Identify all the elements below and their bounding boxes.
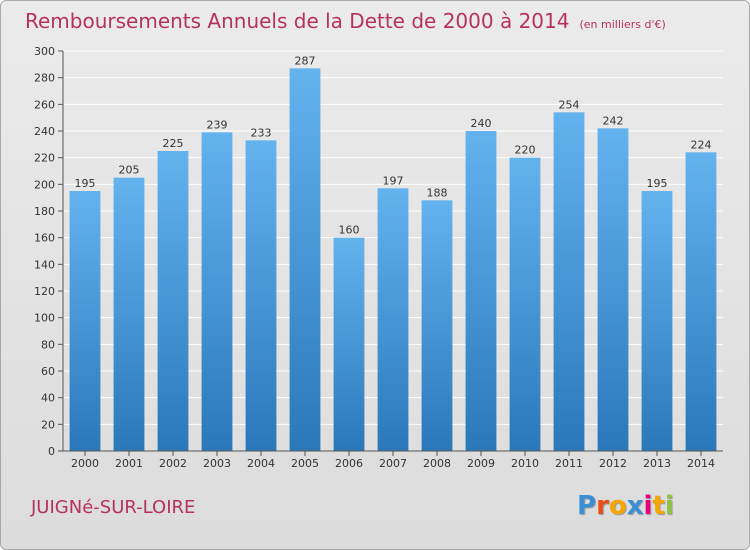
x-tick-label-2009: 2009 (467, 457, 495, 470)
y-tick-label: 240 (34, 125, 55, 138)
chart-title: Remboursements Annuels de la Dette de 20… (25, 9, 666, 33)
y-tick-label: 160 (34, 232, 55, 245)
y-tick-label: 200 (34, 178, 55, 191)
axes (58, 50, 723, 456)
x-tick-label-2002: 2002 (159, 457, 187, 470)
x-tick-label-2001: 2001 (115, 457, 143, 470)
commune-name: JUIGNé-SUR-LOIRE (31, 497, 196, 518)
bar-2006 (333, 237, 365, 451)
bar-2000 (69, 191, 101, 451)
labels: 0 20 40 60 80 100 120 140 160 180 200 220 240 260 280 3… (34, 45, 715, 470)
bar-2011 (553, 112, 585, 451)
x-tick-label-2005: 2005 (291, 457, 319, 470)
logo-letter: t (652, 491, 665, 521)
value-label-2009: 240 (471, 117, 492, 130)
logo-letter: o (608, 491, 627, 521)
bar-2002 (157, 151, 189, 451)
value-label-2001: 205 (119, 164, 140, 177)
value-label-2011: 254 (559, 98, 580, 111)
logo-letter: i (664, 491, 674, 521)
value-label-2010: 220 (515, 144, 536, 157)
y-tick-label: 280 (34, 72, 55, 85)
y-tick-label: 0 (48, 445, 55, 458)
y-tick-label: 100 (34, 312, 55, 325)
value-label-2003: 239 (207, 118, 228, 131)
y-tick-label: 220 (34, 152, 55, 165)
y-tick-label: 120 (34, 285, 55, 298)
logo-letter: r (596, 491, 609, 521)
value-label-2013: 195 (647, 177, 668, 190)
value-label-2012: 242 (603, 114, 624, 127)
y-tick-label: 40 (41, 392, 55, 405)
bar-2004 (245, 140, 277, 452)
value-label-2002: 225 (163, 137, 184, 150)
y-tick-label: 260 (34, 98, 55, 111)
value-label-2008: 188 (427, 186, 448, 199)
value-label-2000: 195 (75, 177, 96, 190)
value-label-2004: 233 (251, 126, 272, 139)
value-label-2005: 287 (295, 54, 316, 67)
bar-2012 (597, 128, 629, 451)
x-tick-label-2011: 2011 (555, 457, 583, 470)
y-tick-label: 300 (34, 45, 55, 58)
y-tick-label: 80 (41, 338, 55, 351)
x-tick-label-2008: 2008 (423, 457, 451, 470)
y-tick-label: 60 (41, 365, 55, 378)
logo-letter: P (577, 491, 597, 521)
bar-2003 (201, 132, 233, 452)
bar-2014 (685, 152, 717, 452)
bar-2007 (377, 188, 409, 452)
bar-2010 (509, 157, 541, 451)
proxiti-logo[interactable]: Proxiti (577, 491, 674, 521)
bar-2008 (421, 200, 453, 451)
x-tick-label-2012: 2012 (599, 457, 627, 470)
value-label-2014: 224 (691, 138, 712, 151)
chart-title-text: Remboursements Annuels de la Dette de 20… (25, 9, 570, 33)
x-tick-label-2014: 2014 (687, 457, 715, 470)
x-tick-label-2007: 2007 (379, 457, 407, 470)
bars (69, 68, 717, 452)
value-label-2007: 197 (383, 174, 404, 187)
chart-unit: (en milliers d'€) (579, 18, 666, 31)
value-label-2006: 160 (339, 224, 360, 237)
logo-letter: i (643, 491, 653, 521)
logo-letter: x (626, 491, 644, 521)
y-tick-label: 140 (34, 258, 55, 271)
x-tick-label-2006: 2006 (335, 457, 363, 470)
x-tick-label-2004: 2004 (247, 457, 275, 470)
y-tick-label: 180 (34, 205, 55, 218)
x-tick-label-2013: 2013 (643, 457, 671, 470)
x-tick-label-2003: 2003 (203, 457, 231, 470)
bar-2009 (465, 131, 497, 451)
y-tick-label: 20 (41, 418, 55, 431)
bar-2013 (641, 191, 673, 451)
bar-2001 (113, 177, 145, 451)
bar-2005 (289, 68, 321, 451)
x-tick-label-2010: 2010 (511, 457, 539, 470)
x-tick-label-2000: 2000 (71, 457, 99, 470)
